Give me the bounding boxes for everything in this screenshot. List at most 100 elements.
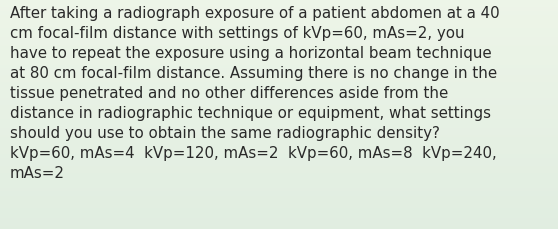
Bar — [0, 140, 558, 141]
Bar — [0, 49, 558, 50]
Bar — [0, 192, 558, 194]
Bar — [0, 148, 558, 149]
Bar — [0, 62, 558, 63]
Bar — [0, 168, 558, 169]
Bar — [0, 30, 558, 31]
Bar — [0, 38, 558, 39]
Bar — [0, 198, 558, 199]
Bar — [0, 97, 558, 98]
Bar — [0, 144, 558, 145]
Bar — [0, 101, 558, 102]
Bar — [0, 85, 558, 86]
Bar — [0, 143, 558, 144]
Bar — [0, 204, 558, 205]
Bar — [0, 6, 558, 7]
Bar — [0, 103, 558, 104]
Bar — [0, 211, 558, 212]
Bar — [0, 32, 558, 33]
Bar — [0, 134, 558, 135]
Bar — [0, 191, 558, 192]
Bar — [0, 18, 558, 19]
Bar — [0, 2, 558, 3]
Bar — [0, 153, 558, 155]
Bar — [0, 72, 558, 73]
Bar — [0, 7, 558, 8]
Bar — [0, 82, 558, 84]
Bar — [0, 173, 558, 174]
Bar — [0, 218, 558, 219]
Bar — [0, 145, 558, 147]
Bar — [0, 24, 558, 25]
Bar — [0, 109, 558, 110]
Bar — [0, 156, 558, 157]
Bar — [0, 194, 558, 195]
Bar — [0, 79, 558, 80]
Bar — [0, 33, 558, 34]
Bar — [0, 68, 558, 69]
Bar — [0, 161, 558, 163]
Bar — [0, 69, 558, 70]
Bar — [0, 44, 558, 45]
Bar — [0, 133, 558, 134]
Bar — [0, 159, 558, 160]
Bar — [0, 42, 558, 44]
Bar — [0, 50, 558, 52]
Bar — [0, 56, 558, 57]
Bar — [0, 104, 558, 105]
Bar — [0, 126, 558, 127]
Bar — [0, 93, 558, 94]
Bar — [0, 95, 558, 96]
Bar — [0, 195, 558, 196]
Bar — [0, 94, 558, 95]
Bar — [0, 19, 558, 21]
Bar — [0, 132, 558, 133]
Bar — [0, 27, 558, 29]
Bar — [0, 175, 558, 176]
Bar — [0, 228, 558, 229]
Bar — [0, 203, 558, 204]
Bar — [0, 223, 558, 224]
Bar — [0, 139, 558, 140]
Bar — [0, 135, 558, 136]
Bar — [0, 26, 558, 27]
Bar — [0, 86, 558, 87]
Bar — [0, 176, 558, 177]
Bar — [0, 22, 558, 23]
Bar — [0, 13, 558, 14]
Bar — [0, 9, 558, 10]
Bar — [0, 29, 558, 30]
Bar — [0, 63, 558, 64]
Bar — [0, 212, 558, 213]
Bar — [0, 47, 558, 48]
Bar — [0, 16, 558, 17]
Bar — [0, 213, 558, 214]
Bar — [0, 164, 558, 165]
Bar — [0, 78, 558, 79]
Bar — [0, 17, 558, 18]
Bar — [0, 142, 558, 143]
Bar — [0, 1, 558, 2]
Bar — [0, 166, 558, 167]
Bar — [0, 119, 558, 120]
Bar — [0, 8, 558, 9]
Bar — [0, 165, 558, 166]
Bar — [0, 197, 558, 198]
Bar — [0, 71, 558, 72]
Bar — [0, 196, 558, 197]
Bar — [0, 65, 558, 66]
Bar — [0, 10, 558, 11]
Bar — [0, 37, 558, 38]
Bar — [0, 106, 558, 108]
Bar — [0, 188, 558, 189]
Bar — [0, 60, 558, 61]
Bar — [0, 189, 558, 190]
Bar — [0, 147, 558, 148]
Bar — [0, 205, 558, 206]
Bar — [0, 34, 558, 35]
Bar — [0, 3, 558, 5]
Bar — [0, 25, 558, 26]
Bar — [0, 219, 558, 220]
Bar — [0, 74, 558, 76]
Bar — [0, 200, 558, 202]
Bar — [0, 177, 558, 179]
